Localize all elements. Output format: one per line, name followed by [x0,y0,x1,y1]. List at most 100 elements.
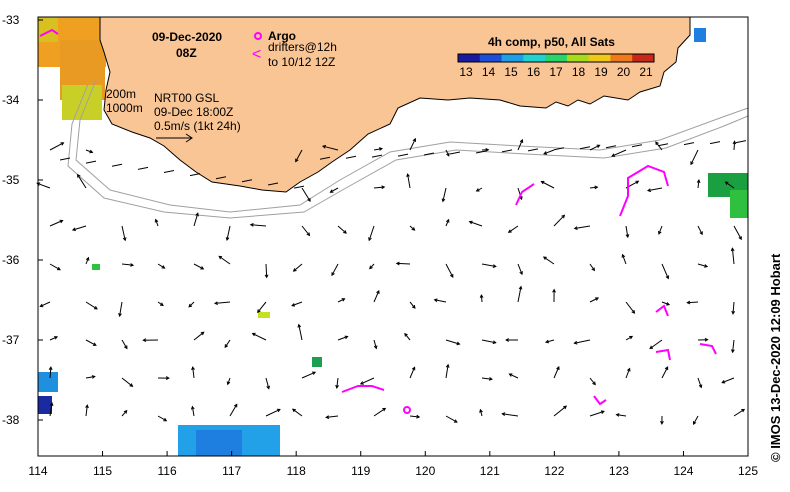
current-vector [111,163,123,167]
current-vector [693,415,699,425]
current-vector-head [594,185,599,190]
map-date: 09-Dec-2020 [152,30,222,44]
current-vector [509,373,519,379]
current-vector-head [544,339,550,344]
current-vector [85,339,97,346]
sst-patch-east-2 [730,190,748,218]
current-vector [553,405,567,417]
current-vector-head [91,375,96,379]
current-vector-head [658,230,662,235]
x-tick-label: 114 [28,464,47,478]
current-vector [119,301,123,317]
colorbar-tick-label: 14 [482,65,496,79]
current-vector [121,339,128,349]
current-vector [655,141,663,151]
current-vector-head [251,332,256,337]
current-vector-head [631,310,636,314]
colorbar-frame [457,53,655,63]
current-vector [360,377,375,385]
x-tick-label: 124 [673,464,693,478]
current-vector-head [306,232,311,237]
current-vector-head [479,408,483,413]
colorbar-tick-label: 17 [549,65,563,79]
current-vector-head [563,405,568,410]
current-vector [589,186,598,189]
current-vector [579,146,591,150]
current-vector-head [77,173,81,178]
colorbar [457,53,655,63]
current-vector-head [264,274,269,279]
argo-legend-label: Argo [268,29,296,43]
sst-patch-west-2 [38,396,52,414]
drifter-tracks [39,28,717,406]
current-vector-head [163,417,168,422]
current-vector [407,174,411,189]
current-vector [319,156,331,160]
current-vector-head [492,340,497,345]
drifter-track [593,395,607,406]
current-vector-head [85,404,89,409]
sst-patch-northwest-4 [38,17,58,42]
current-vector [226,225,231,241]
y-tick-label: -35 [2,173,20,187]
current-vector [574,225,591,229]
map-time: 08Z [176,46,197,60]
current-vector-head [54,336,59,340]
current-vector [527,148,539,152]
drifter-track [655,348,671,361]
current-vector [330,187,339,193]
current-vector-head [224,344,229,349]
current-vector-head [200,266,205,270]
current-vector [409,415,420,418]
current-vector [409,367,416,379]
current-vector-head [441,198,446,203]
current-vector-head [85,256,90,261]
current-vector [301,187,311,202]
current-vector-head [433,298,438,303]
current-vector [589,377,596,385]
current-vector [697,225,703,235]
current-vector-head [591,267,595,272]
current-vector [697,180,700,189]
current-vector-head [276,408,281,413]
colorbar-segment [588,54,611,62]
current-vector [373,148,383,151]
argo-legend-icon [254,32,262,40]
sst-patch-mid-3 [92,264,100,270]
current-vector [502,413,519,417]
current-vector-head [479,294,484,299]
current-vector [661,263,669,279]
drifter-track [39,28,59,37]
y-tick-label: -38 [2,413,20,427]
current-vector [85,405,88,417]
current-vector [517,286,522,303]
current-vector [37,182,51,189]
drifter-legend-line1: drifters@12h [268,40,337,54]
current-vector-head [456,341,461,346]
sst-patches [38,17,748,456]
current-vector [215,176,227,180]
current-vector [404,333,411,341]
isobath-1000m [67,83,749,219]
current-vector-head [519,138,524,143]
current-vector-head [406,173,410,178]
colorbar-tick-label: 13 [459,65,473,79]
current-vector-head [518,285,523,290]
current-vector-head [542,256,547,260]
current-vector [49,336,58,341]
current-vector-head [329,189,334,193]
current-vector-head [307,198,311,203]
current-vector-head [36,182,41,186]
current-vector [434,299,447,303]
x-axis: 114 115 116 117 118 119 120 121 122 123 124 125 [28,451,758,478]
x-tick-label: 125 [738,464,758,478]
current-vector [517,139,523,151]
current-vector-head [660,420,664,425]
current-vector [611,149,627,157]
colorbar-segment [545,54,568,62]
current-vector [589,263,595,271]
current-vector-head [200,331,205,336]
x-tick-label: 118 [287,464,306,478]
current-vector-head [508,373,513,377]
current-vector-head [154,218,159,223]
